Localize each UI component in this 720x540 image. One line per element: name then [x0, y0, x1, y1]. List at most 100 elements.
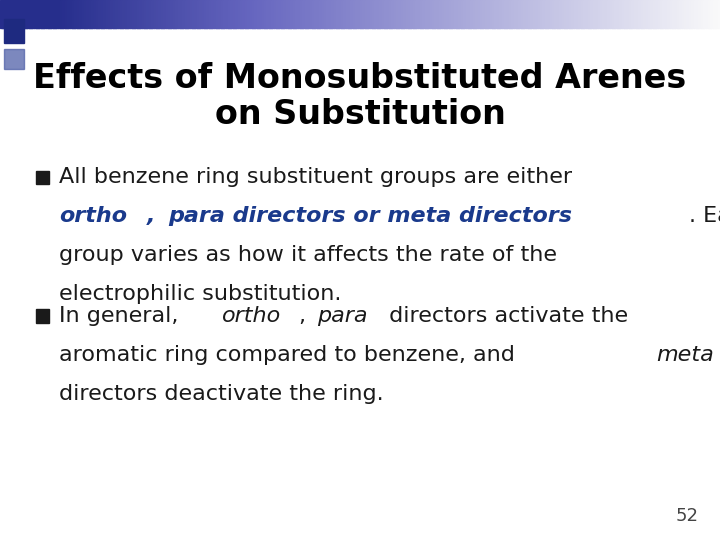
Bar [218, 0, 222, 28]
Bar [631, 0, 634, 28]
Bar [509, 0, 512, 28]
Bar [221, 0, 224, 28]
Text: ortho: ortho [59, 206, 127, 226]
Bar [358, 0, 361, 28]
Bar [79, 0, 82, 28]
Bar [99, 0, 102, 28]
Bar [36, 171, 49, 184]
Bar [84, 0, 87, 28]
Bar [677, 0, 680, 28]
Bar [127, 0, 130, 28]
Bar [624, 0, 627, 28]
Bar [523, 0, 526, 28]
Bar [567, 0, 570, 28]
Text: ortho: ortho [222, 306, 282, 326]
Bar [549, 0, 553, 28]
Bar [655, 0, 658, 28]
Bar [290, 0, 294, 28]
Bar [115, 0, 118, 28]
Bar [672, 0, 675, 28]
Bar [343, 0, 346, 28]
Bar [305, 0, 308, 28]
Bar [178, 0, 181, 28]
Bar [693, 0, 697, 28]
Bar [149, 0, 152, 28]
Bar [307, 0, 310, 28]
Bar [209, 0, 212, 28]
Bar [593, 0, 596, 28]
Bar [5, 0, 8, 28]
Bar [607, 0, 611, 28]
Bar [9, 0, 13, 28]
Bar [379, 0, 382, 28]
Bar [22, 0, 24, 28]
Bar [38, 0, 42, 28]
Bar [641, 0, 644, 28]
Bar [17, 0, 20, 28]
Bar [163, 0, 166, 28]
Bar [444, 0, 447, 28]
Bar [175, 0, 179, 28]
Bar [29, 0, 32, 28]
Bar [137, 0, 140, 28]
Bar [485, 0, 488, 28]
Bar [533, 0, 536, 28]
Bar [142, 0, 145, 28]
Bar [408, 0, 411, 28]
Bar [317, 0, 320, 28]
Text: electrophilic substitution.: electrophilic substitution. [59, 284, 341, 304]
Bar [531, 0, 534, 28]
Bar [238, 0, 240, 28]
Bar [60, 0, 63, 28]
Bar [293, 0, 296, 28]
Bar [446, 0, 449, 28]
Text: Effects of Monosubstituted Arenes: Effects of Monosubstituted Arenes [33, 62, 687, 95]
Bar [24, 0, 27, 28]
Bar [48, 0, 51, 28]
Bar [576, 0, 579, 28]
Bar [139, 0, 143, 28]
Bar [254, 0, 258, 28]
Bar [410, 0, 413, 28]
Bar [369, 0, 373, 28]
Bar [502, 0, 505, 28]
Text: aromatic ring compared to benzene, and: aromatic ring compared to benzene, and [59, 345, 522, 365]
Bar [475, 0, 478, 28]
Bar [516, 0, 519, 28]
Bar [675, 0, 678, 28]
Bar [626, 0, 629, 28]
Bar [696, 0, 699, 28]
Bar [156, 0, 159, 28]
Bar [629, 0, 632, 28]
Bar [235, 0, 238, 28]
Bar [194, 0, 197, 28]
Bar [639, 0, 642, 28]
Bar [708, 0, 711, 28]
Bar [449, 0, 452, 28]
Bar [302, 0, 305, 28]
Bar [70, 0, 73, 28]
Bar [130, 0, 132, 28]
Bar [276, 0, 279, 28]
Bar [564, 0, 567, 28]
Bar [110, 0, 114, 28]
Bar [355, 0, 359, 28]
Bar [295, 0, 298, 28]
Bar [117, 0, 121, 28]
Bar [281, 0, 284, 28]
Bar [403, 0, 406, 28]
Text: In general,: In general, [59, 306, 186, 326]
Bar [384, 0, 387, 28]
Bar [34, 0, 37, 28]
Bar [211, 0, 215, 28]
Bar [711, 0, 714, 28]
Bar [434, 0, 438, 28]
Bar [538, 0, 541, 28]
Bar [63, 0, 66, 28]
Bar [14, 0, 17, 28]
Bar [101, 0, 104, 28]
Bar [45, 0, 49, 28]
Bar [461, 0, 464, 28]
Bar [2, 0, 6, 28]
Bar [612, 0, 615, 28]
